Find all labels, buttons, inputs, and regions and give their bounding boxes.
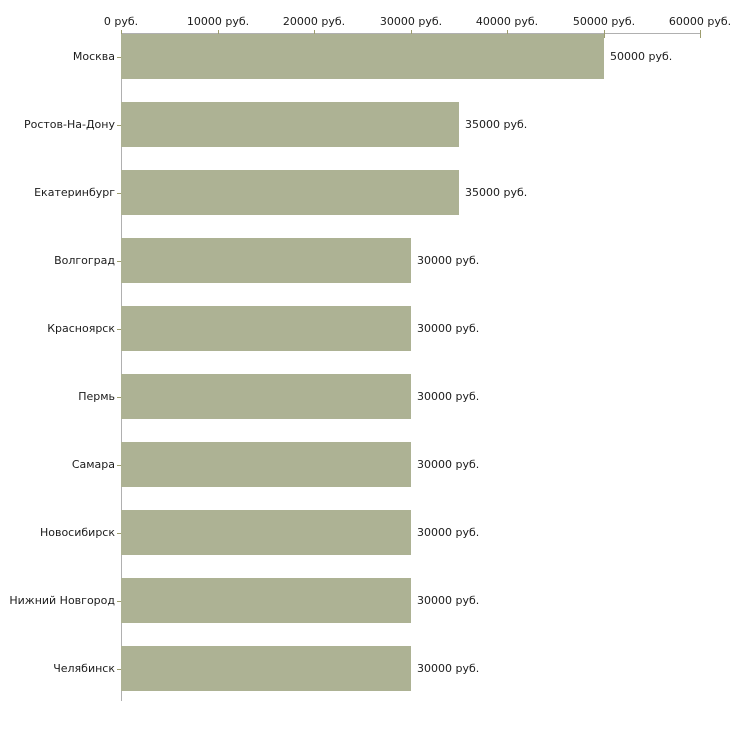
y-axis-category-label: Красноярск	[47, 321, 115, 335]
y-axis-tick	[117, 533, 121, 534]
x-axis-tick-label: 10000 руб.	[186, 15, 250, 28]
bar-value-label: 30000 руб.	[417, 389, 480, 403]
bar-value-label: 50000 руб.	[610, 49, 673, 63]
bar[interactable]	[121, 238, 411, 283]
y-axis-tick	[117, 669, 121, 670]
y-axis-tick	[117, 261, 121, 262]
x-axis-tick	[700, 30, 701, 38]
bar[interactable]	[121, 102, 459, 147]
bar[interactable]	[121, 578, 411, 623]
x-axis-tick-label: 50000 руб.	[572, 15, 636, 28]
y-axis-category-label: Екатеринбург	[34, 185, 115, 199]
y-axis-category-label: Пермь	[78, 389, 115, 403]
x-axis-tick-label: 40000 руб.	[475, 15, 539, 28]
y-axis-category-label: Нижний Новгород	[9, 593, 115, 607]
bar-value-label: 35000 руб.	[465, 117, 528, 131]
bar-value-label: 30000 руб.	[417, 525, 480, 539]
y-axis-tick	[117, 465, 121, 466]
x-axis-tick	[604, 30, 605, 38]
y-axis-tick	[117, 397, 121, 398]
x-axis-line	[121, 33, 700, 34]
bar-value-label: 30000 руб.	[417, 457, 480, 471]
bar[interactable]	[121, 510, 411, 555]
y-axis-tick	[117, 125, 121, 126]
y-axis-tick	[117, 601, 121, 602]
y-axis-category-label: Волгоград	[54, 253, 115, 267]
bar-value-label: 35000 руб.	[465, 185, 528, 199]
y-axis-category-label: Челябинск	[53, 661, 115, 675]
x-axis-tick-label: 0 руб.	[103, 15, 139, 28]
x-axis-tick-label: 30000 руб.	[379, 15, 443, 28]
x-axis-tick-label: 60000 руб.	[668, 15, 730, 28]
y-axis-category-label: Новосибирск	[39, 525, 115, 539]
bar[interactable]	[121, 442, 411, 487]
bar[interactable]	[121, 170, 459, 215]
bar[interactable]	[121, 306, 411, 351]
bar-value-label: 30000 руб.	[417, 253, 480, 267]
bar-value-label: 30000 руб.	[417, 593, 480, 607]
bar[interactable]	[121, 646, 411, 691]
y-axis-tick	[117, 57, 121, 58]
y-axis-tick	[117, 329, 121, 330]
y-axis-category-label: Москва	[72, 49, 115, 63]
y-axis-line	[121, 33, 122, 701]
bar-value-label: 30000 руб.	[417, 661, 480, 675]
bar[interactable]	[121, 374, 411, 419]
y-axis-category-label: Самара	[71, 457, 115, 471]
x-axis-tick-label: 20000 руб.	[282, 15, 346, 28]
bar[interactable]	[121, 34, 604, 79]
bar-value-label: 30000 руб.	[417, 321, 480, 335]
y-axis-category-label: Ростов-На-Дону	[23, 117, 115, 131]
y-axis-tick	[117, 193, 121, 194]
